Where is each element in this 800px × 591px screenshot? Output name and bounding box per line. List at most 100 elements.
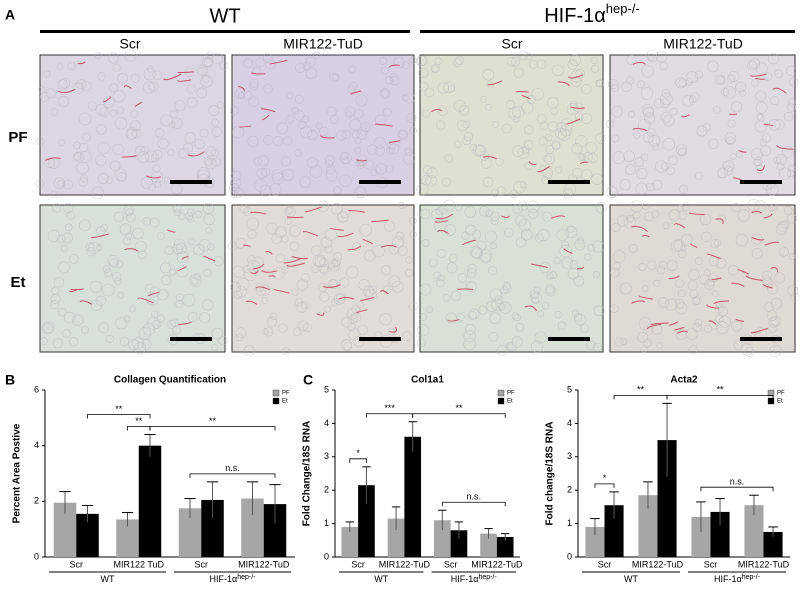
cell-texture	[292, 327, 302, 337]
cell-texture	[445, 312, 457, 324]
cell-texture	[708, 138, 719, 149]
cell-texture	[80, 174, 89, 183]
significance-label: n.s.	[466, 492, 481, 502]
cell-texture	[311, 245, 322, 256]
cell-texture	[95, 154, 107, 166]
cell-texture	[581, 84, 592, 95]
row-label: Et	[11, 274, 26, 291]
cell-texture	[294, 110, 305, 121]
cell-texture	[157, 138, 169, 150]
cell-texture	[373, 136, 386, 149]
cell-texture	[613, 250, 626, 263]
cell-texture	[171, 118, 183, 129]
cell-texture	[467, 263, 477, 274]
cell-texture	[105, 176, 113, 184]
cell-texture	[488, 331, 499, 342]
collagen-fiber	[487, 80, 503, 86]
cell-texture	[454, 55, 465, 66]
collagen-fiber	[763, 123, 774, 127]
cell-texture	[513, 67, 524, 78]
cell-texture	[786, 213, 797, 224]
cell-texture	[341, 316, 353, 328]
cell-texture	[148, 183, 156, 192]
group-superscript: hep-/-	[606, 1, 640, 16]
cell-texture	[655, 160, 668, 173]
cell-texture	[562, 188, 573, 199]
cell-texture	[660, 111, 672, 123]
collagen-fiber	[770, 267, 779, 273]
cell-texture	[496, 186, 506, 196]
cell-texture	[442, 293, 451, 302]
y-tick-label: 4	[567, 418, 572, 428]
cell-texture	[357, 324, 368, 335]
cell-texture	[699, 274, 710, 285]
scale-bar	[170, 337, 212, 341]
cell-texture	[205, 146, 217, 157]
cell-texture	[747, 60, 758, 71]
cell-texture	[175, 300, 184, 308]
cell-texture	[511, 312, 519, 320]
cell-texture	[353, 336, 365, 348]
cell-texture	[160, 114, 173, 127]
cell-texture	[276, 122, 289, 135]
cell-texture	[561, 241, 569, 249]
cell-texture	[87, 101, 98, 111]
cell-texture	[197, 167, 210, 180]
cell-texture	[653, 98, 664, 109]
cell-texture	[575, 112, 584, 122]
cell-texture	[446, 262, 458, 274]
significance-label: *	[356, 448, 360, 458]
cell-texture	[623, 216, 637, 229]
cell-texture	[436, 248, 446, 258]
significance-label: **	[637, 385, 645, 395]
cell-texture	[125, 232, 133, 240]
cell-texture	[499, 301, 512, 314]
cell-texture	[510, 57, 521, 67]
cell-texture	[239, 204, 249, 214]
cell-texture	[202, 202, 215, 215]
legend-swatch	[272, 389, 280, 397]
cell-texture	[742, 271, 750, 279]
cell-texture	[328, 278, 339, 290]
collagen-fiber	[79, 300, 93, 305]
cell-texture	[388, 243, 400, 255]
cell-texture	[469, 245, 483, 259]
cell-texture	[109, 258, 119, 268]
cell-texture	[774, 119, 785, 130]
cell-texture	[348, 328, 361, 341]
cell-texture	[722, 160, 735, 172]
cell-texture	[160, 262, 171, 274]
group-label: WT	[374, 574, 388, 584]
collagen-fiber	[262, 114, 270, 121]
cell-texture	[737, 209, 750, 222]
cell-texture	[677, 249, 687, 259]
bar	[691, 516, 711, 557]
collagen-fiber	[566, 118, 581, 125]
cell-texture	[175, 293, 184, 302]
legend-label: PF	[282, 391, 290, 397]
cell-texture	[707, 60, 719, 73]
cell-texture	[543, 152, 556, 165]
cell-texture	[675, 77, 687, 89]
cell-texture	[482, 68, 495, 81]
cell-texture	[784, 206, 793, 215]
cell-texture	[479, 206, 490, 217]
y-tick-label: 6	[34, 384, 39, 394]
cell-texture	[711, 290, 719, 297]
legend-label: Et	[507, 399, 513, 405]
column-label: MIR122-TuD	[663, 36, 743, 52]
cell-texture	[263, 135, 274, 146]
collagen-fiber	[764, 241, 779, 246]
cell-texture	[552, 64, 564, 77]
cell-texture	[78, 112, 92, 126]
cell-texture	[774, 69, 784, 79]
cell-texture	[418, 313, 427, 321]
cell-texture	[453, 99, 466, 112]
cell-texture	[408, 301, 418, 311]
cell-texture	[513, 180, 526, 194]
cell-texture	[388, 275, 401, 288]
cell-texture	[80, 325, 89, 334]
cell-texture	[100, 224, 108, 232]
cell-texture	[247, 259, 260, 273]
cell-texture	[126, 212, 136, 223]
